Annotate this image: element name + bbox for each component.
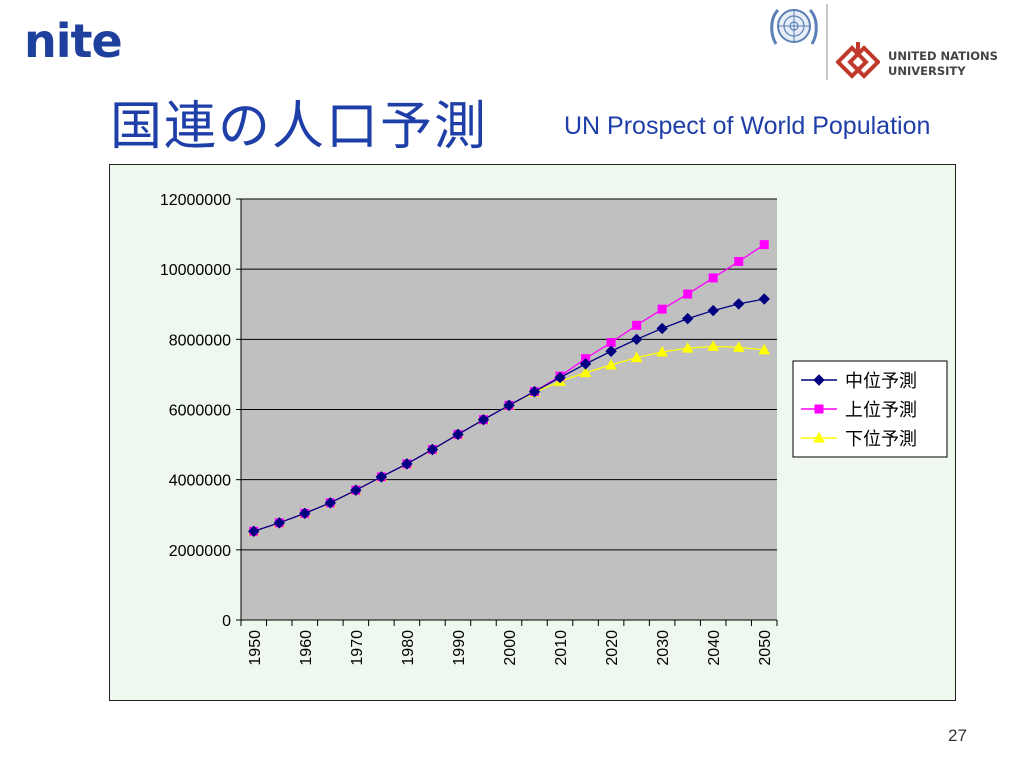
x-tick-label: 2030 — [655, 630, 672, 666]
y-tick-label: 10000000 — [160, 262, 231, 279]
x-tick-label: 2010 — [553, 630, 570, 666]
data-point — [733, 298, 745, 310]
data-point — [732, 341, 745, 352]
data-point — [681, 342, 694, 353]
data-point — [630, 351, 643, 363]
y-tick-label: 12000000 — [160, 192, 231, 209]
data-point — [528, 385, 541, 398]
logo-divider — [826, 4, 828, 80]
population-chart: 12000000 10000000 8000000 6000000 4000000 200… — [160, 192, 948, 666]
data-point — [656, 345, 668, 357]
y-tick-label: 2000000 — [169, 543, 231, 560]
x-tick-label: 1990 — [451, 630, 468, 666]
data-point — [759, 240, 769, 250]
data-point — [681, 312, 694, 325]
data-point — [683, 289, 693, 299]
page-title: 国連の人口予測 — [110, 97, 489, 157]
y-tick-label: 6000000 — [169, 403, 231, 420]
y-tick-label: 8000000 — [169, 332, 231, 349]
legend-label: 下位予測 — [845, 429, 917, 450]
x-tick-label: 2040 — [706, 630, 723, 666]
page-subtitle: UN Prospect of World Population — [564, 112, 931, 140]
data-point — [632, 320, 642, 330]
data-point — [375, 471, 388, 483]
data-point — [657, 304, 667, 314]
data-point — [248, 525, 260, 537]
data-point — [605, 345, 617, 357]
x-tick-label: 1980 — [400, 630, 417, 666]
data-point — [758, 293, 770, 305]
data-point — [707, 304, 719, 317]
legend-marker — [813, 431, 825, 443]
data-point — [606, 337, 616, 347]
data-point — [324, 497, 337, 509]
nite-logo: nite — [24, 14, 123, 68]
data-point — [758, 343, 771, 355]
unu-line-1: UNITED NATIONS — [888, 49, 998, 63]
data-point — [426, 443, 439, 456]
unu-logo-icon — [835, 40, 881, 84]
chart-frame: 12000000 10000000 8000000 6000000 4000000 200… — [109, 164, 956, 701]
data-point — [299, 507, 311, 520]
x-tick-label: 2000 — [502, 630, 519, 666]
data-point — [579, 358, 592, 370]
x-tick-label: 2050 — [757, 630, 774, 666]
page-number: 27 — [948, 726, 967, 745]
data-point — [452, 428, 464, 441]
unu-logo-text: UNITED NATIONS UNIVERSITY — [888, 49, 998, 79]
data-point — [579, 366, 592, 378]
data-point — [630, 333, 643, 346]
y-tick-label: 4000000 — [169, 473, 231, 490]
data-point — [708, 273, 718, 283]
data-point — [707, 340, 720, 351]
y-tick-label: 0 — [222, 613, 231, 630]
data-point — [605, 358, 617, 370]
x-tick-label: 2020 — [604, 630, 621, 666]
data-point — [656, 322, 668, 335]
data-point — [401, 458, 413, 470]
legend-label: 中位予測 — [845, 371, 917, 392]
un-emblem-icon — [768, 4, 820, 54]
data-point — [503, 399, 515, 411]
data-point — [554, 371, 566, 384]
legend-marker — [814, 404, 824, 414]
legend-marker — [813, 374, 825, 386]
unu-line-2: UNIVERSITY — [888, 64, 966, 78]
x-tick-label: 1970 — [349, 630, 366, 666]
data-point — [350, 484, 362, 496]
x-tick-label: 1960 — [298, 630, 315, 666]
x-tick-label: 1950 — [247, 630, 264, 666]
legend-label: 上位予測 — [845, 400, 917, 421]
data-point — [477, 413, 490, 426]
data-point — [734, 256, 744, 266]
data-point — [273, 517, 285, 529]
